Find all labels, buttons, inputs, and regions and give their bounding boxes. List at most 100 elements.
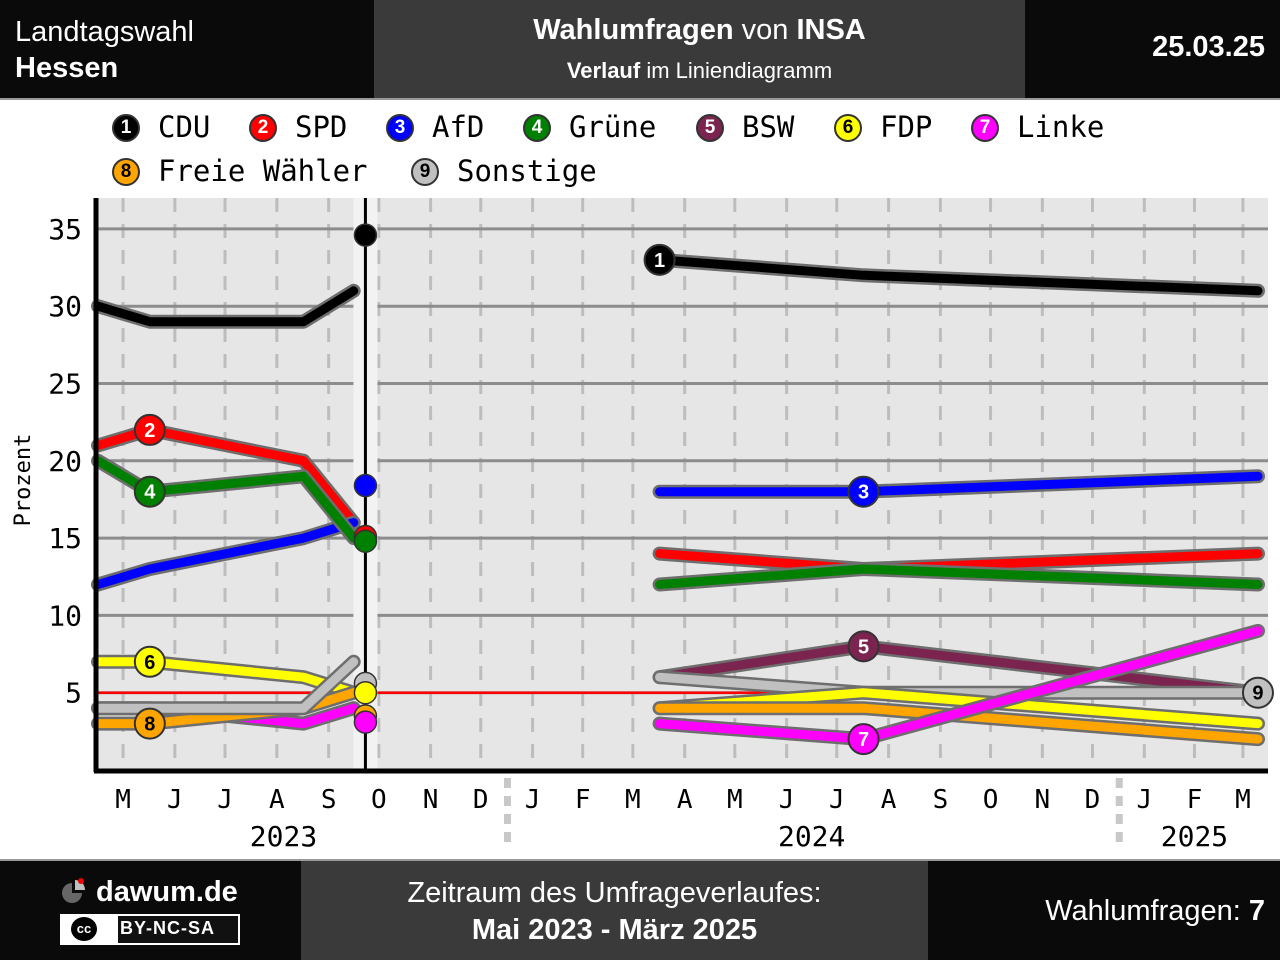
month-label-1: J (167, 785, 183, 815)
page-subtitle: Verlauf im Liniendiagramm (374, 58, 1025, 84)
pre-series-line-sonstige (93, 657, 359, 713)
month-label-17: O (983, 785, 999, 815)
header-title-box: Wahlumfragen von INSA Verlauf im Liniend… (374, 0, 1025, 98)
subtitle-part2: im Liniendiagramm (640, 58, 833, 83)
marker-linke: 7 (847, 723, 880, 756)
title-part2: von (733, 14, 797, 46)
result-point-gruene (353, 529, 378, 553)
y-tick-35: 35 (48, 213, 82, 246)
marker-dot-gruene (133, 475, 166, 508)
election-result-points (353, 223, 378, 734)
result-point-linke (353, 710, 378, 734)
license-label: BY-NC-SA (120, 918, 216, 938)
marker-gruene: 4 (133, 475, 166, 508)
legend-label-cdu: CDU (158, 110, 211, 144)
title-part1: Wahlumfragen (533, 14, 734, 46)
election-name: Landtagswahl Hessen (15, 14, 194, 86)
month-label-21: F (1187, 785, 1203, 815)
legend-label-sonstige: Sonstige (457, 154, 597, 188)
series-line-gruene (655, 564, 1263, 589)
y-tick-30: 30 (48, 290, 82, 323)
marker-num-linke: 7 (858, 729, 869, 751)
poll-count-value: 7 (1248, 895, 1265, 927)
pre-series-sonstige (91, 654, 361, 716)
title-part3: INSA (796, 14, 866, 46)
marker-cdu: 1 (643, 243, 676, 276)
pre-series-spd (91, 422, 361, 530)
month-label-0: M (115, 785, 131, 815)
page-title: Wahlumfragen von INSA (374, 14, 1025, 47)
y-tick-5: 5 (65, 677, 82, 710)
marker-dot-afd (847, 475, 880, 508)
license-badge[interactable]: cc BY-NC-SA (60, 914, 240, 945)
poll-count-label: Wahlumfragen: (1045, 895, 1249, 927)
legend-badge-freie-waehler: 8 (112, 158, 140, 186)
year-label-2024: 2024 (778, 820, 845, 853)
legend-label-bsw: BSW (742, 110, 795, 144)
month-label-9: F (575, 785, 591, 815)
month-label-10: M (625, 785, 641, 815)
month-label-5: O (371, 785, 387, 815)
marker-num-freie-waehler: 8 (144, 714, 155, 736)
election-state: Hessen (15, 52, 119, 84)
legend-badge-linke: 7 (971, 114, 999, 142)
marker-num-bsw: 5 (858, 636, 869, 658)
legend-label-spd: SPD (295, 110, 348, 144)
period-value: Mai 2023 - März 2025 (471, 914, 758, 946)
pre-election-lines (91, 283, 361, 731)
month-label-11: A (677, 785, 693, 815)
marker-dot-spd (133, 413, 166, 446)
month-label-22: M (1235, 785, 1251, 815)
pre-series-afd (91, 515, 361, 592)
period-label: Zeitraum des Umfrageverlaufes: (407, 877, 822, 909)
marker-afd: 3 (847, 475, 880, 508)
cc-logo-icon: cc (62, 916, 118, 943)
cc-icon-text: cc (71, 917, 97, 941)
marker-dot-linke (847, 723, 880, 756)
marker-num-cdu: 1 (654, 250, 665, 272)
marker-dot-fdp (133, 645, 166, 678)
header-divider (0, 98, 1280, 100)
legend-badge-cdu: 1 (112, 114, 140, 142)
header-bar: Landtagswahl Hessen Wahlumfragen von INS… (0, 0, 1280, 98)
series-gruene (652, 562, 1265, 592)
marker-sonstige: 9 (1241, 676, 1274, 709)
pre-series-line-cdu (93, 286, 359, 327)
month-label-20: J (1136, 785, 1152, 815)
marker-num-afd: 3 (858, 482, 869, 504)
month-label-16: S (933, 785, 949, 815)
year-label-2025: 2025 (1161, 820, 1228, 853)
y-tick-labels: 5 10 15 20 25 30 35 (48, 213, 82, 710)
poll-count: Wahlumfragen: 7 (1045, 895, 1265, 928)
pre-series-gruene (91, 453, 361, 546)
marker-dot-freie-waehler (133, 707, 166, 740)
pre-series-line-spd (93, 425, 359, 528)
year-separators (504, 778, 1123, 848)
legend: 1 CDU 2 SPD 3 AfD 4 Grüne 5 BSW 6 FDP 7 Linke 8… (0, 100, 1280, 196)
month-label-2: J (217, 785, 233, 815)
marker-num-fdp: 6 (144, 652, 155, 674)
pre-series-freie-waehler (91, 685, 361, 731)
month-label-6: N (423, 785, 439, 815)
year-label-2023: 2023 (250, 820, 317, 853)
footer-period-box: Zeitraum des Umfrageverlaufes: Mai 2023 … (301, 861, 928, 960)
legend-badge-afd: 3 (386, 114, 414, 142)
month-label-14: J (829, 785, 845, 815)
legend-label-afd: AfD (432, 110, 485, 144)
marker-fdp: 6 (133, 645, 166, 678)
pre-series-cdu (91, 283, 361, 329)
month-label-19: D (1085, 785, 1101, 815)
legend-badge-sonstige: 9 (411, 158, 439, 186)
footer-brand[interactable]: dawum.de (96, 876, 238, 908)
header-date: 25.03.25 (1152, 31, 1265, 63)
marker-dot-bsw (847, 630, 880, 663)
series-line-freie-waehler (655, 703, 1263, 744)
y-tick-15: 15 (48, 522, 82, 555)
series-line-cdu (655, 255, 1263, 296)
dawum-logo-icon (62, 878, 85, 903)
year-labels: 2023 2024 2025 (250, 820, 1228, 853)
y-tick-25: 25 (48, 368, 82, 401)
legend-badge-bsw: 5 (696, 114, 724, 142)
